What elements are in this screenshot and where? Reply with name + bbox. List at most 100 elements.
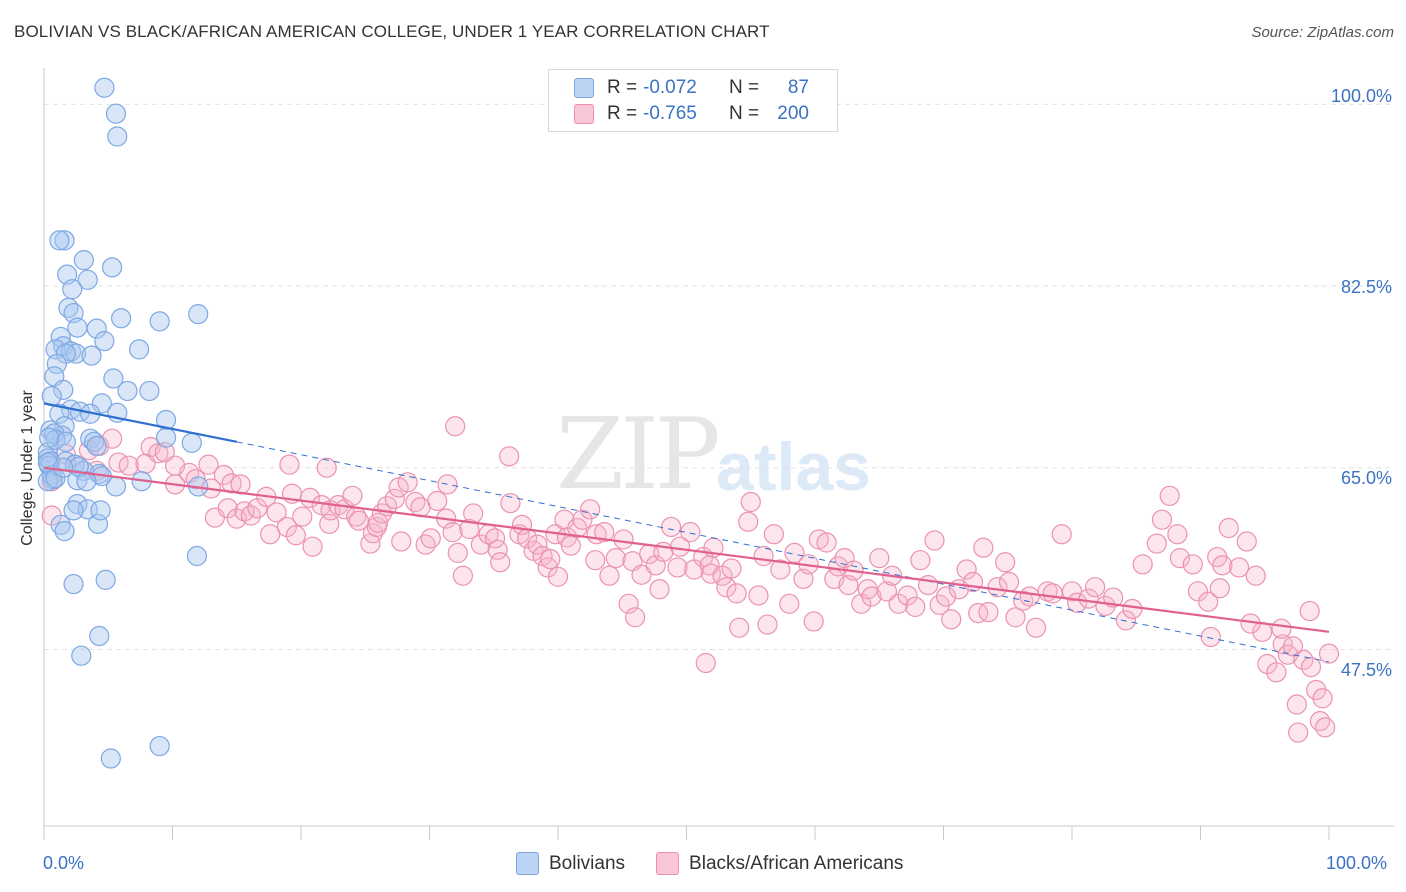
black-point — [279, 454, 300, 475]
legend-r-label: R = — [607, 103, 638, 124]
black-point — [384, 488, 405, 510]
y-tick-label-47-5: 47.5% — [1340, 660, 1392, 680]
black-point — [869, 548, 890, 569]
black-point — [499, 446, 520, 467]
black-point — [1293, 649, 1314, 670]
black-point — [547, 566, 569, 587]
bolivian-point — [46, 353, 67, 375]
bolivian-point — [181, 432, 202, 453]
bolivian-point — [102, 257, 123, 278]
black-point — [721, 558, 742, 579]
black-point — [585, 550, 606, 571]
x-tick-label-max: 100.0% — [1326, 853, 1388, 873]
black-point — [362, 523, 384, 544]
black-point — [1306, 679, 1327, 701]
bolivian-point — [67, 317, 88, 338]
black-point — [452, 565, 474, 586]
black-point — [695, 652, 716, 674]
black-point — [1025, 617, 1047, 638]
bolivian-point — [63, 500, 84, 521]
black-point — [956, 559, 977, 580]
black-point — [371, 503, 393, 524]
watermark-atlas: atlas — [716, 429, 871, 505]
black-point — [757, 614, 778, 635]
black-point — [1146, 533, 1167, 554]
bolivian-point — [39, 427, 60, 448]
black-point — [968, 603, 989, 624]
bolivian-point — [49, 230, 70, 251]
black-point — [876, 581, 898, 602]
black-point — [1169, 548, 1191, 569]
black-point — [572, 509, 593, 530]
black-point — [302, 536, 323, 557]
black-point — [1200, 626, 1221, 648]
black-point — [905, 596, 926, 618]
bolivian-point — [67, 494, 88, 515]
bolivian-point — [94, 77, 115, 98]
legend-n-value: 87 — [787, 77, 809, 98]
black-point — [995, 552, 1016, 573]
black-point — [1132, 554, 1153, 575]
black-point — [1272, 634, 1293, 655]
bolivian-point — [86, 318, 107, 339]
legend-item-bolivians[interactable]: Bolivians — [516, 852, 625, 875]
black-point — [1245, 565, 1266, 586]
black-point — [292, 506, 313, 527]
bolivian-point — [54, 521, 75, 542]
bolivian-point — [90, 500, 111, 521]
black-point — [316, 457, 337, 478]
black-point — [917, 575, 939, 596]
black-point — [613, 529, 634, 550]
legend-row-bolivians: R = -0.072 N = 87 — [574, 76, 809, 100]
bolivian-point — [55, 431, 76, 452]
black-point — [924, 530, 945, 551]
bolivian-point — [45, 339, 66, 360]
black-point — [935, 586, 957, 607]
black-point — [1182, 554, 1203, 575]
bolivian-point — [155, 409, 177, 431]
black-point — [447, 542, 468, 564]
bolivian-point — [188, 303, 209, 325]
black-point — [527, 534, 548, 555]
bolivian-point — [110, 308, 132, 329]
legend-r-value: -0.072 — [643, 77, 697, 98]
black-point — [680, 522, 701, 543]
black-point — [1318, 643, 1340, 664]
black-point — [1218, 517, 1239, 539]
black-point — [1300, 657, 1322, 678]
bolivian-point — [149, 311, 170, 332]
y-tick-label-100: 100.0% — [1330, 86, 1392, 106]
black-point — [487, 539, 508, 560]
legend-swatch-blacks — [574, 104, 594, 124]
bolivian-point — [63, 573, 84, 595]
legend-swatch-bolivians — [574, 78, 594, 98]
black-point — [624, 607, 646, 628]
black-point — [260, 524, 281, 545]
black-point — [631, 564, 652, 585]
bolivian-point — [95, 569, 116, 591]
black-point — [962, 571, 984, 593]
black-point — [1271, 618, 1292, 639]
black-point — [599, 565, 620, 586]
black-point — [490, 552, 511, 573]
black-point — [978, 601, 999, 623]
bolivian-point — [54, 230, 75, 251]
black-point — [667, 557, 688, 578]
black-point — [560, 535, 581, 556]
legend-item-blacks[interactable]: Blacks/African Americans — [656, 852, 903, 875]
black-point — [342, 485, 363, 506]
black-point — [716, 577, 737, 598]
black-point — [1288, 722, 1309, 743]
black-point — [540, 549, 561, 570]
black-point — [463, 503, 484, 524]
y-tick-label-82-5: 82.5% — [1340, 277, 1392, 297]
black-point — [910, 550, 931, 571]
black-point — [649, 579, 670, 600]
black-point — [154, 442, 175, 463]
black-point — [1299, 600, 1320, 622]
series-legend: Bolivians Blacks/African Americans — [516, 852, 934, 875]
black-point — [779, 593, 800, 614]
black-point — [605, 548, 626, 569]
black-point — [500, 492, 521, 514]
chart-title: BOLIVIAN VS BLACK/AFRICAN AMERICAN COLLE… — [14, 22, 770, 41]
